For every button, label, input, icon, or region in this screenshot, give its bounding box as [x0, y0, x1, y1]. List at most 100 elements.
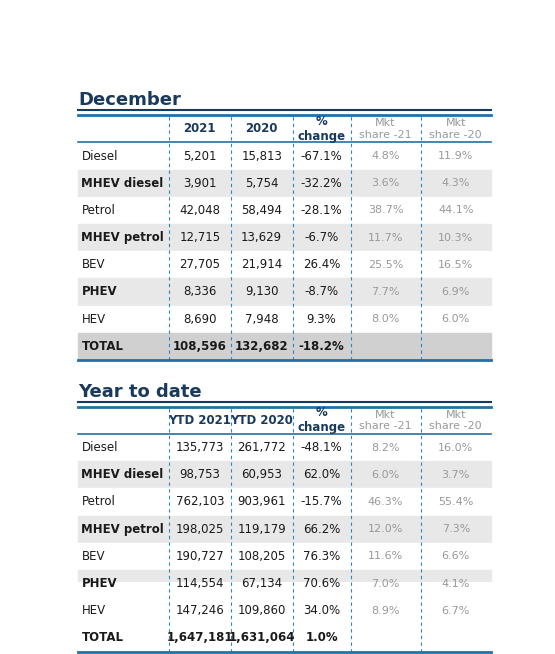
Bar: [78, 597, 491, 625]
Text: MHEV petrol: MHEV petrol: [82, 231, 164, 244]
Text: 38.7%: 38.7%: [368, 205, 403, 215]
Text: -6.7%: -6.7%: [305, 231, 339, 244]
Text: 198,025: 198,025: [175, 523, 224, 536]
Text: Mkt
share -21: Mkt share -21: [359, 118, 412, 140]
Text: 3.6%: 3.6%: [371, 179, 400, 188]
Text: 76.3%: 76.3%: [303, 550, 340, 563]
Text: 5,201: 5,201: [183, 150, 216, 163]
Bar: [78, 197, 491, 224]
Text: 26.4%: 26.4%: [303, 258, 340, 271]
Text: 11.7%: 11.7%: [368, 233, 403, 243]
Text: 6.9%: 6.9%: [442, 287, 470, 297]
Text: 16.0%: 16.0%: [438, 443, 473, 453]
Text: 27,705: 27,705: [179, 258, 220, 271]
Bar: [78, 515, 491, 543]
Text: 903,961: 903,961: [238, 496, 286, 509]
Text: TOTAL: TOTAL: [82, 632, 123, 644]
Text: 6.6%: 6.6%: [442, 551, 470, 561]
Text: %
change: % change: [297, 406, 346, 434]
Text: 135,773: 135,773: [175, 441, 224, 454]
Bar: [78, 224, 491, 251]
Bar: [78, 115, 491, 143]
Text: 7.3%: 7.3%: [442, 525, 470, 534]
Text: 13,629: 13,629: [241, 231, 282, 244]
Text: 46.3%: 46.3%: [368, 497, 403, 507]
Bar: [78, 461, 491, 489]
Bar: [78, 169, 491, 197]
Text: Petrol: Petrol: [82, 204, 115, 217]
Text: HEV: HEV: [82, 604, 105, 617]
Text: -18.2%: -18.2%: [299, 340, 345, 353]
Text: 10.3%: 10.3%: [438, 233, 473, 243]
Text: Mkt
share -20: Mkt share -20: [430, 409, 482, 431]
Text: December: December: [78, 91, 181, 109]
Text: 109,860: 109,860: [238, 604, 286, 617]
Text: BEV: BEV: [82, 550, 105, 563]
Text: 4.8%: 4.8%: [371, 151, 400, 161]
Text: 4.3%: 4.3%: [442, 179, 470, 188]
Text: 55.4%: 55.4%: [438, 497, 473, 507]
Text: 11.6%: 11.6%: [368, 551, 403, 561]
Text: 114,554: 114,554: [175, 577, 224, 590]
Text: 2020: 2020: [245, 122, 278, 135]
Text: 98,753: 98,753: [179, 468, 220, 481]
Text: 8.9%: 8.9%: [371, 606, 400, 616]
Bar: [78, 305, 491, 333]
Text: -8.7%: -8.7%: [305, 286, 339, 298]
Text: 8.0%: 8.0%: [371, 314, 400, 324]
Text: Petrol: Petrol: [82, 496, 115, 509]
Bar: [78, 625, 491, 651]
Text: 6.0%: 6.0%: [371, 470, 400, 480]
Text: 1.0%: 1.0%: [305, 632, 338, 644]
Text: -67.1%: -67.1%: [301, 150, 342, 163]
Text: MHEV diesel: MHEV diesel: [82, 468, 164, 481]
Text: PHEV: PHEV: [82, 577, 117, 590]
Text: 34.0%: 34.0%: [303, 604, 340, 617]
Text: 8,336: 8,336: [183, 286, 216, 298]
Text: 2021: 2021: [184, 122, 216, 135]
Text: 12,715: 12,715: [179, 231, 220, 244]
Text: 261,772: 261,772: [238, 441, 286, 454]
Text: 3.7%: 3.7%: [442, 470, 470, 480]
Text: Diesel: Diesel: [82, 441, 118, 454]
Text: -28.1%: -28.1%: [301, 204, 342, 217]
Bar: [78, 543, 491, 570]
Text: 44.1%: 44.1%: [438, 205, 473, 215]
Text: 6.7%: 6.7%: [442, 606, 470, 616]
Text: 1,631,064: 1,631,064: [229, 632, 295, 644]
Text: -48.1%: -48.1%: [301, 441, 342, 454]
Text: 762,103: 762,103: [175, 496, 224, 509]
Bar: [78, 407, 491, 434]
Text: 67,134: 67,134: [241, 577, 282, 590]
Text: TOTAL: TOTAL: [82, 340, 123, 353]
Text: 21,914: 21,914: [241, 258, 282, 271]
Bar: [78, 570, 491, 597]
Text: -32.2%: -32.2%: [301, 177, 342, 190]
Text: -15.7%: -15.7%: [301, 496, 342, 509]
Text: Mkt
share -20: Mkt share -20: [430, 118, 482, 140]
Text: 9,130: 9,130: [245, 286, 279, 298]
Text: 119,179: 119,179: [238, 523, 286, 536]
Text: 5,754: 5,754: [245, 177, 279, 190]
Text: 70.6%: 70.6%: [303, 577, 340, 590]
Text: 42,048: 42,048: [179, 204, 220, 217]
Text: Year to date: Year to date: [78, 383, 201, 401]
Text: 4.1%: 4.1%: [442, 579, 470, 589]
Text: 1,647,181: 1,647,181: [166, 632, 233, 644]
Text: BEV: BEV: [82, 258, 105, 271]
Text: 190,727: 190,727: [175, 550, 224, 563]
Bar: [78, 143, 491, 169]
Text: YTD 2021: YTD 2021: [168, 414, 231, 427]
Text: 7.7%: 7.7%: [371, 287, 400, 297]
Text: 15,813: 15,813: [241, 150, 282, 163]
Text: MHEV petrol: MHEV petrol: [82, 523, 164, 536]
Text: %
change: % change: [297, 115, 346, 143]
Text: 132,682: 132,682: [235, 340, 289, 353]
Text: 25.5%: 25.5%: [368, 260, 403, 270]
Text: 12.0%: 12.0%: [368, 525, 403, 534]
Text: 8,690: 8,690: [183, 313, 216, 326]
Text: Diesel: Diesel: [82, 150, 118, 163]
Text: 66.2%: 66.2%: [303, 523, 340, 536]
Text: 16.5%: 16.5%: [438, 260, 473, 270]
Text: 7,948: 7,948: [245, 313, 279, 326]
